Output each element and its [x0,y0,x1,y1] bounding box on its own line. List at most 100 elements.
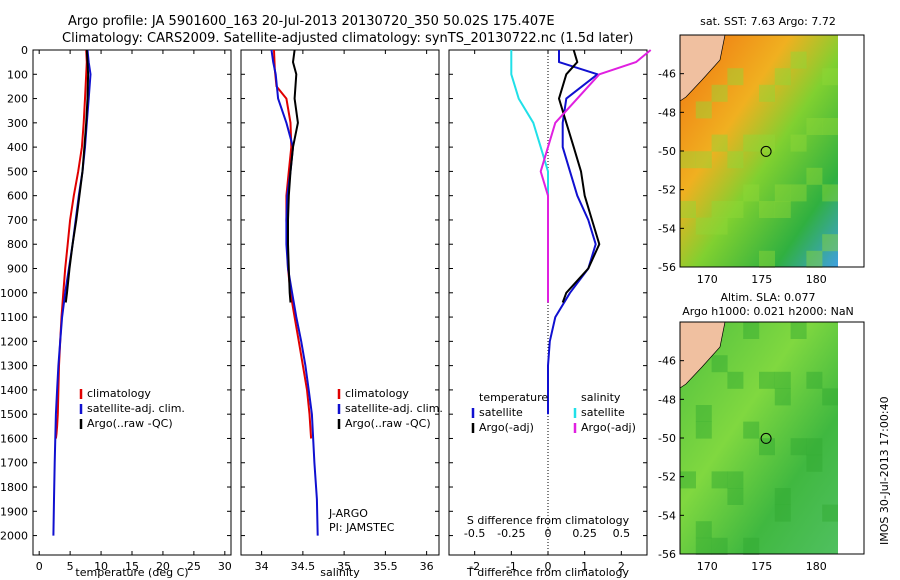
map-patch [743,184,760,202]
map-patch [695,421,712,439]
map-x-tick-label: 170 [697,560,718,573]
map-patch [680,201,696,218]
map-patch [743,537,760,555]
map-patch [822,118,839,135]
map-patch [695,405,712,422]
x-tick-label: 1 [581,560,588,573]
header-line-1: Argo profile: JA 5901600_163 20-Jul-2013… [68,14,555,29]
legend-entry: climatology [345,387,409,400]
map-patch [695,537,712,555]
legend-entry: Argo(..raw -QC) [345,417,431,430]
y-tick-label: 1400 [0,384,28,397]
series-line-2-2 [270,49,319,536]
map-patch [822,68,839,86]
map-patch [711,537,728,555]
x-tick-label: 0 [545,560,552,573]
x-tick-label: 20 [156,560,170,573]
map-patch [806,454,823,472]
map-patch [806,438,823,456]
map-patch [727,201,744,218]
x-axis-label: salinity [320,566,360,579]
map-y-tick-label: -56 [658,548,676,561]
map-patch [759,250,775,268]
series-line-1-3 [64,49,90,303]
map-patch [806,118,823,135]
legend-entry: satellite [479,406,523,419]
x2-tick-label: 0 [545,527,552,540]
series-line-3-1 [547,50,599,415]
map-patch [711,134,728,152]
y-tick-label: 700 [7,214,28,227]
map-patch [822,184,839,202]
map-patch [727,371,744,389]
map-patch [759,201,775,218]
x-tick-label: 25 [187,560,201,573]
legend-entry: climatology [87,387,151,400]
y-tick-label: 1300 [0,360,28,373]
map-patch [790,438,807,456]
map-y-tick-label: -50 [658,145,676,158]
y-tick-label: 900 [7,263,28,276]
map-patch [711,201,728,218]
y-tick-label: 600 [7,190,28,203]
x2-tick-label: -0.5 [464,527,485,540]
x2-tick-label: -0.25 [497,527,525,540]
map-patch [727,68,744,86]
map-patch [743,134,760,152]
series-line-1-1 [54,49,88,439]
map-x-tick-label: 175 [751,560,772,573]
map-x-tick-label: 180 [806,273,827,286]
map-patch [727,471,744,489]
y-tick-label: 200 [7,93,28,106]
legend-header: salinity [581,391,621,404]
map-patch [759,84,775,102]
x-tick-label: 30 [218,560,232,573]
y-tick-label: 500 [7,165,28,178]
x-tick-label: -1 [506,560,517,573]
map-patch [711,471,728,489]
map-patch [774,504,791,522]
y-tick-label: 1100 [0,311,28,324]
y-tick-label: 800 [7,238,28,251]
map-patch [743,322,760,339]
map-patch [774,388,791,406]
series-line-3-4 [539,49,652,303]
annotation-text: PI: JAMSTEC [329,521,395,534]
x-tick-label: 35.5 [373,560,398,573]
map-patch [822,234,839,252]
x-tick-label: 15 [125,560,139,573]
map-y-tick-label: -52 [658,184,676,197]
map-y-tick-label: -54 [658,222,676,235]
map-y-tick-label: -52 [658,471,676,484]
x-tick-label: 10 [94,560,108,573]
y-tick-label: 1600 [0,432,28,445]
map-x-tick-label: 175 [751,273,772,286]
map-title: sat. SST: 7.63 Argo: 7.72 [700,15,836,28]
y-tick-label: 100 [7,68,28,81]
legend-entry: Argo(-adj) [581,421,636,434]
map-patch [790,184,807,202]
series-line-3-2 [558,49,601,303]
map-patch [822,504,839,522]
legend-entry: Argo(..raw -QC) [87,417,173,430]
map-patch [774,184,791,202]
map-patch [774,68,791,86]
map-patch [774,201,791,218]
map-patch [774,371,791,389]
map-patch [695,521,712,539]
y-tick-label: 1500 [0,408,28,421]
map-patch [711,84,728,102]
x-tick-label: 34 [255,560,269,573]
map-patch [774,488,791,505]
legend-entry: satellite-adj. clim. [345,402,443,415]
map-x-tick-label: 170 [697,273,718,286]
argo-location-marker [760,145,772,157]
y-tick-label: 1700 [0,457,28,470]
map-patch [727,488,744,505]
y-tick-label: 1000 [0,287,28,300]
y-tick-label: 400 [7,141,28,154]
legend-entry: satellite [581,406,625,419]
x-tick-label: 36 [420,560,434,573]
side-label: IMOS 30-Jul-2013 17:00:40 [878,396,891,545]
